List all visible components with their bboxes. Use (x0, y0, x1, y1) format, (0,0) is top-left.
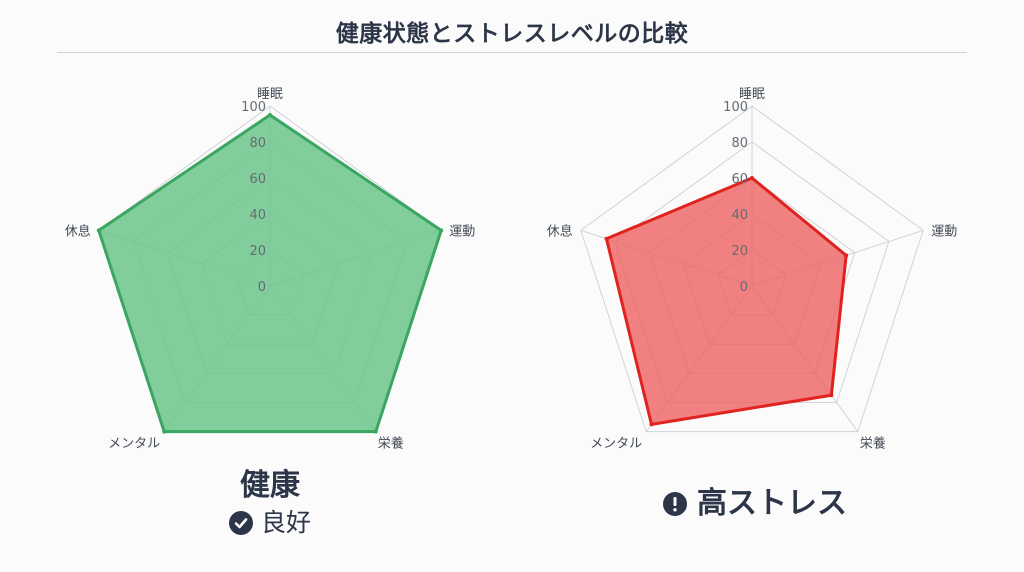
stress-tick-label: 60 (731, 172, 748, 187)
healthy-status-label: 良好 (260, 508, 311, 537)
healthy-caption: 健康 良好 (135, 466, 405, 540)
healthy-data-point (268, 113, 272, 117)
check-circle-icon (228, 511, 253, 535)
stress-axis-label: メンタル (590, 437, 642, 452)
healthy-axis-label: 運動 (449, 224, 475, 239)
healthy-axis-label: メンタル (108, 437, 160, 452)
stress-axis-label: 休息 (547, 223, 573, 239)
stress-data-point (604, 236, 609, 241)
page-title: 健康状態とストレスレベルの比較 (335, 21, 689, 47)
stress-caption: 高ストレス (605, 484, 905, 524)
healthy-series-area (97, 113, 443, 434)
stress-tick-label: 100 (723, 100, 748, 115)
healthy-data-point (439, 228, 444, 233)
stress-axis-label: 運動 (931, 224, 957, 239)
stress-tick-label: 0 (740, 280, 748, 295)
exclamation-circle-icon (663, 492, 687, 516)
stress-grid-ring (580, 105, 924, 433)
healthy-data-point (373, 429, 378, 434)
stress-axis-label: 睡眠 (739, 87, 765, 102)
healthy-caption-title: 健康 (240, 468, 300, 503)
stress-series-area (604, 176, 848, 426)
healthy-tick-label: 40 (249, 208, 266, 223)
healthy-tick-label: 20 (249, 244, 266, 259)
healthy-axis-label: 睡眠 (257, 87, 283, 102)
title-divider (57, 52, 967, 53)
healthy-data-point (162, 429, 167, 434)
healthy-tick-label: 0 (258, 280, 266, 295)
healthy-tick-label: 80 (249, 136, 266, 151)
stress-data-point (829, 393, 834, 398)
healthy-tick-label: 100 (241, 100, 266, 115)
stress-data-point (750, 176, 754, 180)
healthy-status: 良好 (135, 506, 405, 540)
healthy-axis-label: 栄養 (378, 436, 404, 452)
stress-axis-label: 栄養 (860, 436, 886, 452)
stress-tick-label: 40 (731, 208, 748, 223)
healthy-data-point (96, 228, 101, 233)
stress-data-point (844, 253, 849, 258)
healthy-tick-label: 60 (249, 172, 266, 187)
stress-tick-label: 20 (731, 244, 748, 259)
healthy-axis-label: 休息 (65, 223, 91, 239)
stress-caption-title: 高ストレス (697, 486, 847, 521)
stress-data-point (649, 422, 654, 427)
stress-tick-label: 80 (731, 136, 748, 151)
